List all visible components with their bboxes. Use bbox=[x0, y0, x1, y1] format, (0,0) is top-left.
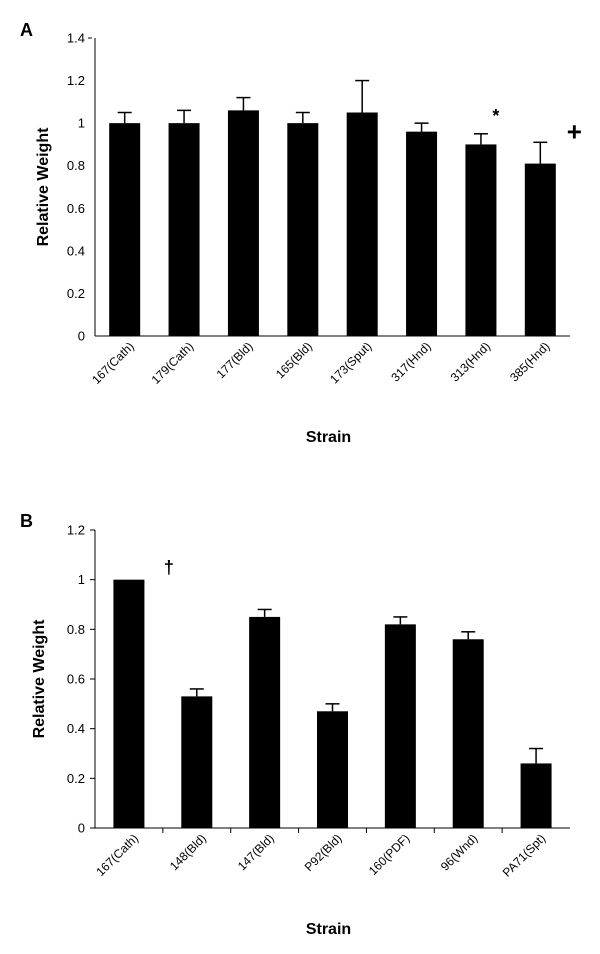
panel-b-bar bbox=[452, 639, 484, 828]
panel-b-annotation: † bbox=[164, 558, 174, 578]
panel-b-xtick-label: 147(Bld) bbox=[235, 831, 277, 873]
panel-b-y-axis-title: Relative Weight bbox=[31, 619, 48, 739]
panel-b-label: B bbox=[20, 511, 33, 531]
panel-b-ytick-label: 0.4 bbox=[67, 721, 85, 736]
panel-b-x-axis-title: Strain bbox=[306, 921, 351, 938]
panel-a-y-axis-title: Relative Weight bbox=[35, 127, 52, 247]
panel-a-bar bbox=[227, 110, 259, 336]
panel-b-ytick-label: 0.2 bbox=[67, 771, 85, 786]
panel-b-bar bbox=[249, 616, 281, 828]
panel-a-ytick-label: 0.4 bbox=[67, 243, 85, 258]
panel-b-ytick-label: 0.8 bbox=[67, 622, 85, 637]
panel-b-xtick-label: 96(Wnd) bbox=[438, 831, 480, 873]
panel-a-ytick-label: 1.2 bbox=[67, 73, 85, 88]
panel-a-xtick-label: 167(Cath) bbox=[89, 339, 137, 387]
panel-b-bar bbox=[113, 579, 145, 828]
panel-a-ytick-label: 0 bbox=[78, 329, 85, 344]
panel-b-ytick-label: 1 bbox=[78, 572, 85, 587]
panel-b-ytick-label: 0 bbox=[78, 821, 85, 836]
panel-a-x-axis-title: Strain bbox=[306, 429, 351, 446]
panel-a-xtick-label: 179(Cath) bbox=[149, 339, 197, 387]
panel-b-xtick-label: 148(Bld) bbox=[167, 831, 209, 873]
panel-b-xtick-label: PA71(Spt) bbox=[500, 831, 548, 879]
panel-b-bar bbox=[384, 624, 416, 828]
panel-b-bar bbox=[520, 763, 552, 828]
panel-a-ytick-label: 0.8 bbox=[67, 158, 85, 173]
panel-a-bar bbox=[406, 131, 438, 336]
panel-a-bar bbox=[168, 123, 200, 337]
panel-a-xtick-label: 173(Sput) bbox=[327, 339, 374, 386]
panel-a-bar bbox=[465, 144, 497, 336]
panel-a-bar bbox=[346, 112, 378, 336]
panel-a-bar bbox=[109, 123, 141, 337]
panel-b-ytick-label: 1.2 bbox=[67, 523, 85, 538]
panel-a-annotation: + bbox=[567, 116, 582, 146]
panel-a-annotation: * bbox=[492, 106, 499, 126]
panel-a-xtick-label: 177(Bld) bbox=[214, 339, 256, 381]
panel-b-xtick-label: 160(PDF) bbox=[366, 831, 413, 878]
panel-a-bar bbox=[524, 163, 556, 336]
panel-b-bar bbox=[317, 711, 348, 828]
panel-a-xtick-label: 165(Bld) bbox=[273, 339, 315, 381]
panel-a-label: A bbox=[20, 20, 33, 40]
panel-b-bar bbox=[181, 696, 213, 828]
panel-a-ytick-label: 0.6 bbox=[67, 201, 85, 216]
panel-a-ytick-label: 1.4 bbox=[67, 31, 85, 46]
panel-a-xtick-label: 385(Hnd) bbox=[507, 339, 552, 384]
panel-a-xtick-label: 313(Hnd) bbox=[448, 339, 493, 384]
panel-b-xtick-label: 167(Cath) bbox=[93, 831, 141, 879]
panel-b-xtick-label: P92(Bld) bbox=[302, 831, 345, 874]
panel-b-ytick-label: 0.6 bbox=[67, 672, 85, 687]
panel-a-ytick-label: 0.2 bbox=[67, 286, 85, 301]
panel-a-xtick-label: 317(Hnd) bbox=[388, 339, 433, 384]
panel-a-bar bbox=[287, 123, 319, 337]
panel-a-ytick-label: 1 bbox=[78, 116, 85, 131]
